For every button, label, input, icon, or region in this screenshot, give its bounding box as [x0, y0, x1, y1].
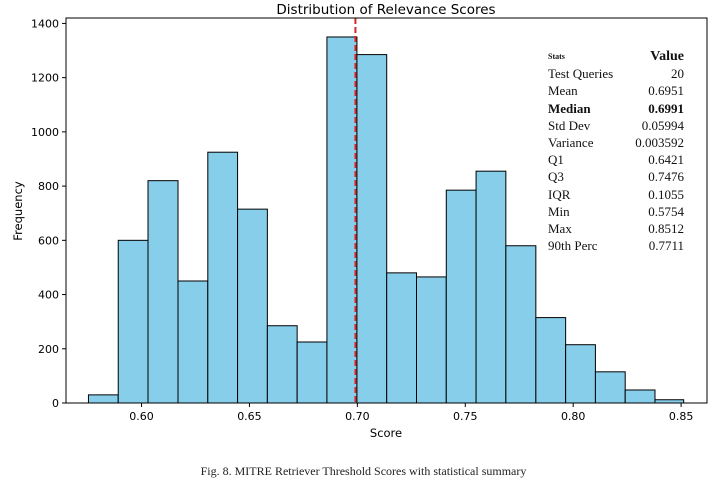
- stats-row-label: IQR: [548, 186, 571, 202]
- y-tick-label: 800: [38, 180, 59, 193]
- y-tick-label: 1000: [31, 126, 59, 139]
- histogram-bar: [475, 170, 507, 404]
- y-tick-label: 600: [38, 234, 59, 247]
- stats-row: Test Queries 20: [548, 65, 684, 82]
- stats-row-value: 0.003592: [635, 135, 684, 151]
- stats-row: Mean 0.6951: [548, 82, 684, 99]
- stats-row-value: 0.5754: [648, 203, 684, 219]
- stats-header-value: Value: [650, 49, 684, 64]
- stats-row: Min 0.5754: [548, 203, 684, 220]
- stats-row: Q1 0.6421: [548, 151, 684, 168]
- stats-row: Median 0.6991: [548, 100, 684, 117]
- histogram-bar: [445, 189, 477, 404]
- stats-row-value: 0.6991: [648, 100, 684, 116]
- stats-header-label: Stats: [548, 52, 565, 61]
- histogram-bar: [565, 344, 596, 404]
- stats-row: 90th Perc 0.7711: [548, 237, 684, 254]
- histogram-bar: [386, 272, 417, 404]
- stats-summary-table: Stats Value Test Queries 20 Mean 0.6951 Medi…: [548, 48, 684, 254]
- y-tick-label: 1200: [31, 72, 59, 85]
- histogram-bar: [147, 180, 179, 404]
- stats-row: Max 0.8512: [548, 220, 684, 237]
- stats-row-value: 0.1055: [648, 186, 684, 202]
- plot-frame: [65, 17, 708, 404]
- y-tick-label: 400: [38, 289, 59, 302]
- stats-row-label: Test Queries: [548, 66, 614, 82]
- stats-row-value: 20: [671, 66, 684, 82]
- x-axis-label: Score: [370, 426, 402, 440]
- histogram-bar: [177, 280, 209, 404]
- histogram-bar: [356, 54, 388, 404]
- stats-row: Variance 0.003592: [548, 134, 684, 151]
- stats-table-header: Stats Value: [548, 48, 684, 65]
- y-tick-label: 200: [38, 343, 59, 356]
- stats-row-label: Variance: [548, 135, 594, 151]
- y-tick-label: 0: [52, 397, 59, 410]
- stats-row-label: Min: [548, 203, 570, 219]
- histogram-bar: [207, 151, 239, 404]
- histogram-bar: [87, 394, 119, 404]
- histogram-bar: [415, 276, 447, 404]
- x-tick-label: 0.75: [453, 410, 478, 423]
- x-tick-label: 0.65: [237, 410, 262, 423]
- histogram-bar: [326, 36, 358, 404]
- stats-row-value: 0.7476: [648, 169, 684, 185]
- stats-row-value: 0.8512: [648, 221, 684, 237]
- stats-row: Q3 0.7476: [548, 168, 684, 185]
- stats-row-label: Std Dev: [548, 117, 591, 133]
- stats-row-value: 0.05994: [641, 117, 684, 133]
- x-tick-label: 0.85: [669, 410, 694, 423]
- stats-row-label: Q1: [548, 152, 564, 168]
- histogram-bar: [117, 239, 149, 404]
- stats-row-value: 0.6421: [648, 152, 684, 168]
- x-tick-label: 0.80: [561, 410, 586, 423]
- histogram-bar: [535, 317, 567, 404]
- histogram-bar: [624, 389, 656, 404]
- stats-row-label: Median: [548, 100, 591, 116]
- y-axis-label: Frequency: [11, 181, 25, 241]
- stats-row-label: Max: [548, 221, 572, 237]
- x-tick-label: 0.60: [129, 410, 154, 423]
- stats-row-label: Mean: [548, 83, 578, 99]
- histogram-bar: [266, 325, 298, 404]
- chart-title: Distribution of Relevance Scores: [276, 2, 495, 18]
- stats-row-label: Q3: [548, 169, 564, 185]
- histogram-bar: [594, 371, 626, 404]
- x-tick-label: 0.70: [345, 410, 370, 423]
- stats-row: Std Dev 0.05994: [548, 117, 684, 134]
- histogram-bar: [296, 341, 328, 404]
- y-tick-label: 1400: [31, 17, 59, 30]
- histogram-bar: [237, 208, 268, 404]
- figure-caption: Fig. 8. MITRE Retriever Threshold Scores…: [200, 464, 527, 478]
- histogram-bar: [505, 245, 537, 404]
- stats-row-value: 0.6951: [648, 83, 684, 99]
- stats-row-value: 0.7711: [648, 238, 684, 254]
- stats-row: IQR 0.1055: [548, 186, 684, 203]
- stats-row-label: 90th Perc: [548, 238, 598, 254]
